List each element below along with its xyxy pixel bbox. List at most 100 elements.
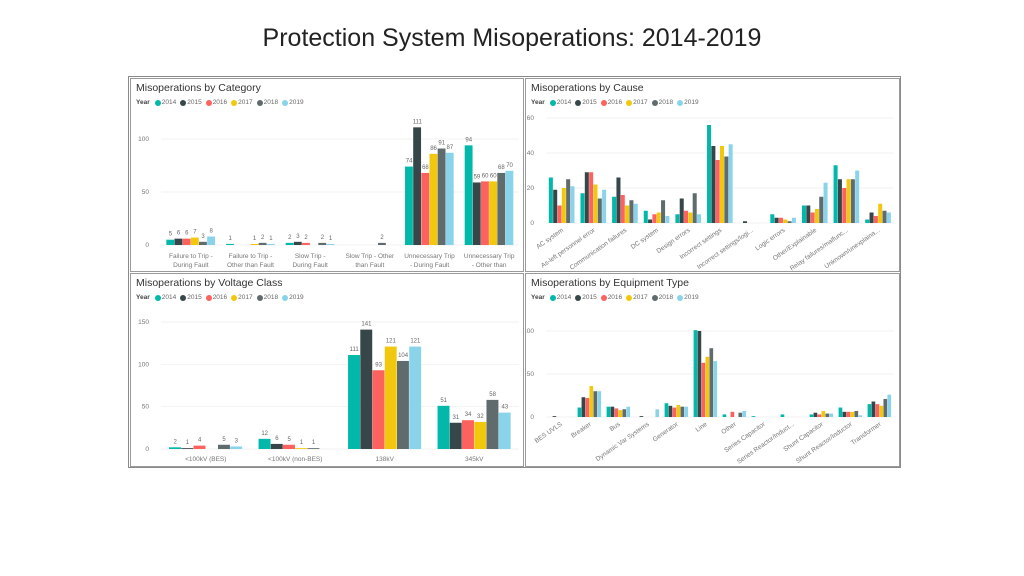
bar[interactable] — [581, 397, 586, 417]
bar[interactable] — [865, 219, 870, 224]
bar[interactable] — [610, 406, 615, 417]
bar[interactable] — [801, 205, 806, 224]
bar[interactable] — [593, 184, 598, 224]
bar[interactable] — [869, 212, 874, 224]
bar[interactable] — [445, 152, 454, 245]
bar[interactable] — [421, 172, 430, 245]
bar[interactable] — [372, 370, 385, 449]
bar[interactable] — [879, 405, 884, 417]
bar[interactable] — [833, 165, 838, 223]
bar[interactable] — [854, 410, 859, 417]
bar[interactable] — [258, 438, 271, 449]
bar[interactable] — [589, 172, 594, 223]
bar[interactable] — [871, 401, 876, 417]
legend-item-2018[interactable]: 2018 — [651, 99, 673, 106]
bar[interactable] — [597, 391, 602, 417]
bar[interactable] — [825, 413, 830, 417]
bar[interactable] — [817, 414, 822, 417]
bar[interactable] — [250, 243, 259, 245]
bar[interactable] — [837, 179, 842, 223]
bar[interactable] — [166, 239, 175, 245]
bar[interactable] — [867, 404, 872, 417]
bar[interactable] — [217, 444, 230, 449]
bar[interactable] — [561, 188, 566, 223]
bar[interactable] — [348, 355, 360, 449]
legend-item-2015[interactable]: 2015 — [575, 99, 597, 106]
bar[interactable] — [198, 241, 207, 245]
bar[interactable] — [629, 200, 634, 223]
bar[interactable] — [474, 421, 487, 449]
legend-item-2019[interactable]: 2019 — [282, 294, 304, 301]
legend-item-2018[interactable]: 2018 — [651, 294, 673, 301]
legend-item-2017[interactable]: 2017 — [231, 99, 253, 106]
bar[interactable] — [672, 407, 677, 417]
bar[interactable] — [720, 146, 725, 223]
bar[interactable] — [810, 212, 815, 224]
bar[interactable] — [384, 346, 397, 449]
bar[interactable] — [577, 407, 582, 417]
bar[interactable] — [497, 172, 506, 245]
bar[interactable] — [437, 405, 450, 449]
bar[interactable] — [182, 238, 191, 245]
bar[interactable] — [193, 445, 206, 449]
bar[interactable] — [850, 179, 855, 223]
bar[interactable] — [684, 406, 689, 417]
bar[interactable] — [774, 217, 779, 223]
bar[interactable] — [360, 329, 373, 449]
bar[interactable] — [614, 408, 619, 417]
bar[interactable] — [622, 409, 627, 417]
bar[interactable] — [688, 212, 693, 224]
bar[interactable] — [783, 219, 788, 224]
chart-panel-cause[interactable]: Misoperations by Cause Year 2014 2015 2016 20… — [525, 78, 900, 272]
bar[interactable] — [190, 237, 199, 245]
bar[interactable] — [780, 414, 785, 417]
bar[interactable] — [181, 448, 194, 449]
bar[interactable] — [846, 411, 851, 417]
bar[interactable] — [553, 189, 558, 223]
bar[interactable] — [814, 209, 819, 223]
bar[interactable] — [226, 243, 234, 245]
legend-item-2017[interactable]: 2017 — [626, 99, 648, 106]
bar[interactable] — [665, 216, 670, 223]
bar[interactable] — [593, 391, 598, 417]
bar[interactable] — [486, 399, 499, 449]
bar[interactable] — [850, 411, 855, 417]
bar[interactable] — [707, 125, 712, 223]
bar[interactable] — [821, 410, 826, 417]
bar[interactable] — [648, 219, 653, 224]
bar[interactable] — [675, 214, 680, 223]
legend-item-2019[interactable]: 2019 — [677, 99, 699, 106]
bar[interactable] — [882, 210, 887, 223]
bar[interactable] — [701, 362, 706, 417]
bar[interactable] — [633, 203, 638, 223]
bar[interactable] — [585, 398, 590, 417]
bar[interactable] — [697, 214, 702, 223]
bar[interactable] — [639, 416, 644, 417]
bar[interactable] — [258, 242, 267, 245]
bar[interactable] — [293, 241, 302, 245]
legend-item-2014[interactable]: 2014 — [154, 294, 176, 301]
bar[interactable] — [813, 412, 818, 417]
bar[interactable] — [742, 221, 748, 223]
bar[interactable] — [655, 409, 660, 417]
bar[interactable] — [307, 448, 320, 449]
bar[interactable] — [806, 205, 811, 224]
bar[interactable] — [584, 172, 589, 223]
bar[interactable] — [730, 411, 735, 417]
bar[interactable] — [742, 410, 747, 417]
bar[interactable] — [715, 160, 720, 223]
bar[interactable] — [823, 182, 828, 223]
bar[interactable] — [396, 360, 409, 449]
bar[interactable] — [668, 405, 673, 417]
bar[interactable] — [855, 170, 860, 224]
bar[interactable] — [873, 216, 878, 223]
bar[interactable] — [693, 330, 698, 417]
bar[interactable] — [676, 404, 681, 417]
legend-item-2015[interactable]: 2015 — [180, 99, 202, 106]
bar[interactable] — [429, 153, 438, 245]
bar[interactable] — [616, 177, 621, 224]
bar[interactable] — [606, 406, 611, 417]
bar[interactable] — [270, 443, 283, 449]
bar[interactable] — [846, 179, 851, 223]
bar[interactable] — [602, 189, 607, 223]
